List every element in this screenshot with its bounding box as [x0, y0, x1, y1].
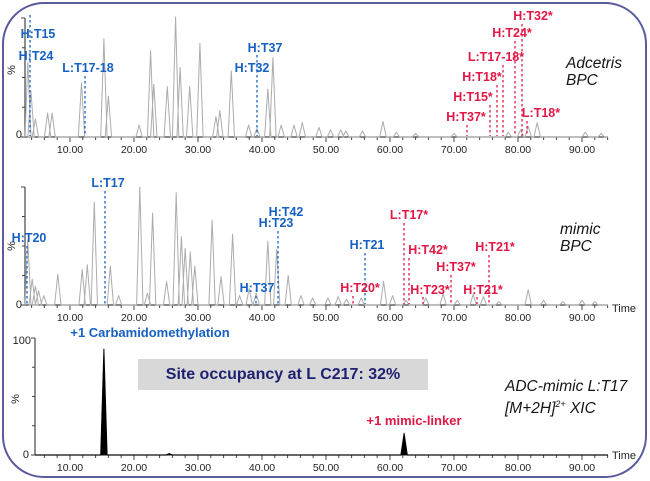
y-axis-percent-label: % [10, 394, 22, 404]
peak-label: L:T17-18* [467, 50, 525, 64]
x-tick-label: 20.00 [120, 144, 148, 156]
peak-label: H:T15 [20, 27, 56, 41]
peak-label: L:T18* [521, 106, 561, 120]
peak-label: H:T15* [453, 90, 493, 104]
x-tick-label: 90.00 [568, 312, 596, 324]
site-occupancy-callout: Site occupancy at L C217: 32% [138, 359, 428, 390]
x-tick-label: 30.00 [184, 144, 212, 156]
peak-label: H:T42* [408, 243, 448, 257]
chromatogram-trace [35, 348, 608, 456]
peak-label: H:T23* [410, 283, 450, 297]
panel-title-line: BPC [566, 71, 598, 89]
x-tick-label: 90.00 [568, 462, 596, 474]
x-tick-label: 60.00 [376, 462, 404, 474]
x-tick-label: 70.00 [440, 462, 468, 474]
chromatogram-trace [24, 16, 608, 138]
x-tick-label: 50.00 [312, 312, 340, 324]
x-tick-label: 30.00 [184, 462, 212, 474]
peak-label: H:T20* [340, 281, 380, 295]
x-tick-label: 10.00 [56, 462, 84, 474]
x-tick-label: 10.00 [56, 144, 84, 156]
panel-title-line: mimic [560, 221, 601, 238]
x-tick-label: 40.00 [248, 312, 276, 324]
peak-label: L:T17 [91, 176, 125, 190]
panel-title-mimic-bpc: mimic BPC [560, 221, 601, 255]
peak-label: H:T20 [11, 231, 47, 245]
x-tick-label: 80.00 [504, 462, 532, 474]
peak-label: H:T37* [446, 110, 486, 124]
y-axis-hundred-label: 100 [12, 335, 31, 347]
chromatogram-trace [24, 186, 608, 306]
peak-label: H:T37 [239, 281, 275, 295]
peak-label: H:T21 [349, 238, 385, 252]
y-axis-zero-label: 0 [15, 299, 22, 311]
x-tick-label: 90.00 [568, 144, 596, 156]
x-tick-label: 80.00 [504, 312, 532, 324]
peak-label: H:T42 [268, 205, 304, 219]
title-formula-charge: 2+ [555, 398, 566, 409]
x-tick-label: 50.00 [312, 462, 340, 474]
peak-label: H:T32 [234, 61, 270, 75]
peak-label: H:T23 [258, 216, 294, 230]
x-tick-label: 70.00 [440, 144, 468, 156]
x-tick-label: 40.00 [248, 462, 276, 474]
time-axis-label: Time [612, 303, 637, 315]
peak-label: L:T17* [389, 208, 429, 222]
title-formula-post: XIC [565, 399, 596, 417]
panel-title-line: [M+2H]2+ XIC [505, 396, 627, 418]
panel-title-line: ADC-mimic L:T17 [505, 378, 628, 395]
x-tick-label: 60.00 [376, 312, 404, 324]
x-tick-label: 30.00 [184, 312, 212, 324]
peak-label: H:T37* [436, 260, 476, 274]
y-axis-percent-label: % [6, 65, 18, 75]
peak-label: H:T18* [462, 70, 502, 84]
panel-title-adcetris-bpc: Adcetris BPC [566, 55, 622, 89]
panel-title-line: Adcetris [566, 55, 622, 72]
x-tick-label: 40.00 [248, 144, 276, 156]
peak-label: H:T24* [492, 26, 532, 40]
x-tick-label: 10.00 [56, 312, 84, 324]
title-formula-pre: [M+2H] [505, 399, 556, 417]
x-tick-label: 80.00 [504, 144, 532, 156]
y-axis-zero-label: 0 [22, 449, 29, 461]
peak-label: +1 mimic-linker [366, 413, 462, 428]
x-tick-label: 60.00 [376, 144, 404, 156]
x-tick-label: 20.00 [120, 312, 148, 324]
peak-label: L:T17-18 [62, 61, 114, 75]
peak-label: +1 Carbamidomethylation [70, 325, 230, 340]
x-tick-label: 20.00 [120, 462, 148, 474]
peak-label: H:T24 [18, 49, 54, 63]
peak-label: H:T32* [513, 9, 553, 23]
time-axis-label: Time [612, 450, 637, 462]
panel-title-line: BPC [560, 237, 592, 255]
panel-title-xic: ADC-mimic L:T17 [M+2H]2+ XIC [505, 378, 628, 418]
y-axis-zero-label: 0 [15, 129, 22, 141]
x-tick-label: 70.00 [440, 312, 468, 324]
peak-label: H:T21* [463, 283, 503, 297]
x-tick-label: 50.00 [312, 144, 340, 156]
peak-label: H:T21* [475, 240, 515, 254]
peak-label: H:T37 [247, 41, 283, 55]
